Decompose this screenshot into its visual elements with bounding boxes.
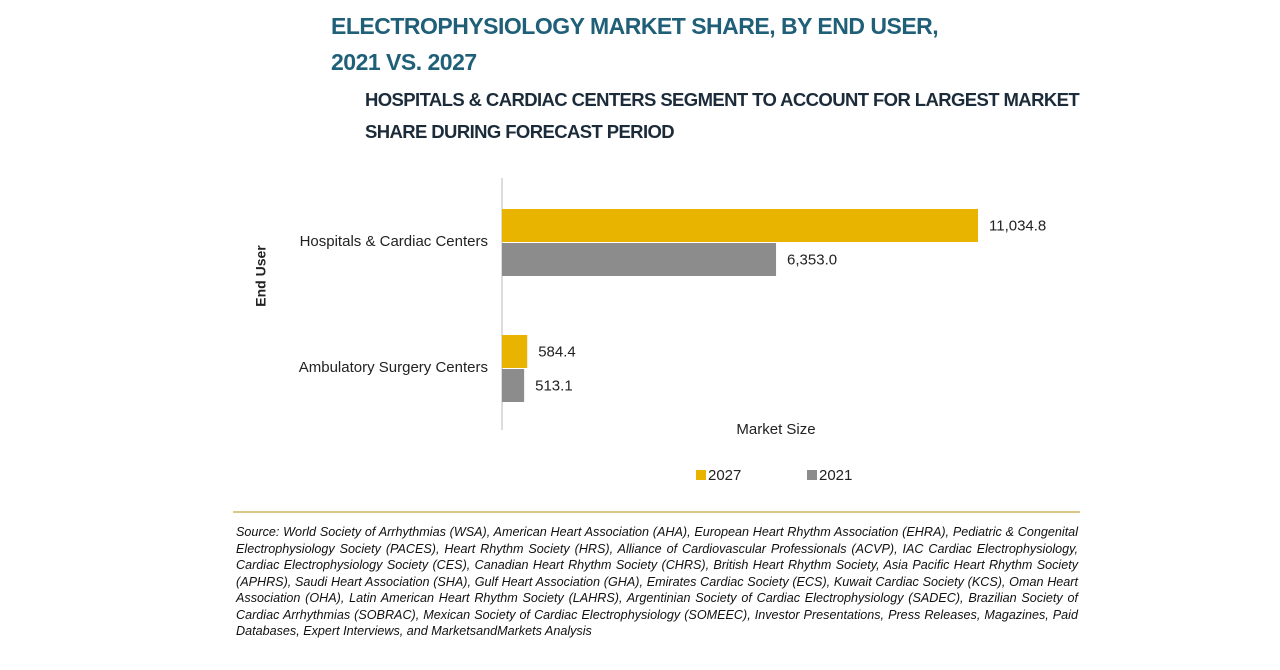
- x-axis-label: Market Size: [736, 421, 815, 438]
- legend-label: 2021: [819, 467, 852, 484]
- value-label: 584.4: [538, 343, 576, 360]
- value-label: 6,353.0: [787, 251, 837, 268]
- bar: [502, 369, 525, 402]
- chart-title: ELECTROPHYSIOLOGY MARKET SHARE, BY END U…: [331, 13, 939, 75]
- y-tick-label: Ambulatory Surgery Centers: [299, 359, 488, 376]
- value-label: 513.1: [535, 377, 573, 394]
- legend-swatch: [807, 470, 817, 480]
- bar: [502, 335, 528, 368]
- legend-swatch: [696, 470, 706, 480]
- bar: [502, 243, 777, 276]
- value-label: 11,034.8: [989, 217, 1046, 234]
- y-axis-label: End User: [253, 245, 269, 307]
- y-tick-label: Hospitals & Cardiac Centers: [300, 233, 488, 250]
- legend-label: 2027: [708, 467, 741, 484]
- bar: [502, 209, 978, 242]
- source-note: Source: World Society of Arrhythmias (WS…: [236, 525, 1078, 638]
- chart-subtitle: HOSPITALS & CARDIAC CENTERS SEGMENT TO A…: [365, 89, 1080, 142]
